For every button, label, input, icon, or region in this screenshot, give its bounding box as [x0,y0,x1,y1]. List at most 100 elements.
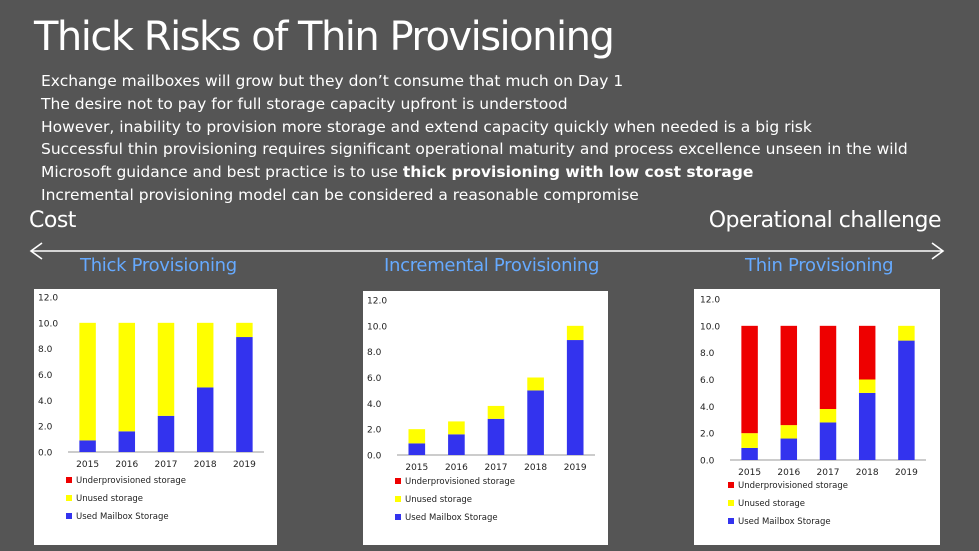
x-tick-label: 2016 [115,460,138,470]
bar-segment [157,322,175,416]
x-tick-label: 2019 [564,463,587,473]
bar-segment [79,322,96,441]
bullet-item: Microsoft guidance and best practice is … [41,161,908,184]
bar-segment [819,409,837,423]
legend-label: Unused storage [76,494,143,504]
legend-swatch [728,482,734,488]
bar-segment [780,425,798,439]
bar-segment [448,421,465,435]
legend-label: Used Mailbox Storage [738,517,831,527]
y-tick-label: 8.0 [38,345,53,355]
legend-label: Unused storage [738,499,805,509]
y-tick-label: 12.0 [367,297,387,307]
bar-segment [408,429,426,444]
bullet-item: Incremental provisioning model can be co… [41,185,639,204]
bar-segment [741,325,758,434]
bullet-item: However, inability to provision more sto… [41,117,812,136]
x-tick-label: 2017 [817,468,840,478]
chart-panel-thin: 12.0 10.0 8.0 6.0 4.0 2.0 0.0 2015 2016 2017 2018 2… [694,289,940,545]
chart-panel-thick: 12.0 10.0 8.0 6.0 4.0 2.0 0.0 2015 2016 2017 2018 2… [34,289,277,545]
y-tick-label: 6.0 [38,371,53,381]
x-tick-label: 2015 [738,468,761,478]
y-tick-label: 8.0 [367,348,382,358]
y-tick-label: 0.0 [367,452,382,462]
legend-label: Underprovisioned storage [405,477,515,487]
bar-segment [566,325,584,341]
bar-segment [118,322,136,432]
bar-segment [566,340,584,455]
bar-segment [741,447,758,460]
y-tick-label: 4.0 [700,403,715,413]
legend-swatch [66,513,72,519]
x-tick-label: 2017 [485,463,508,473]
x-tick-label: 2015 [76,460,99,470]
bar-segment [819,422,837,460]
bar-segment [741,433,758,448]
x-tick-label: 2017 [155,460,178,470]
operational-challenge-label: Operational challenge [708,208,942,233]
bullet-item: Successful thin provisioning requires si… [41,140,908,159]
chart-panel-incremental: 12.0 10.0 8.0 6.0 4.0 2.0 0.0 2015 2016 2017 2018 2… [363,291,608,545]
y-tick-label: 10.0 [700,322,720,332]
bar-segment [527,377,544,391]
legend-label: Underprovisioned storage [76,476,186,486]
bar-segment [898,325,915,341]
x-tick-label: 2019 [233,460,256,470]
bullet-item: Exchange mailboxes will grow but they do… [41,72,624,90]
bullet-text: Microsoft guidance and best practice is … [41,163,403,182]
bullet-list: Exchange mailboxes will grow but they do… [41,70,908,207]
x-tick-label: 2019 [895,468,918,478]
y-tick-label: 2.0 [38,423,53,433]
y-tick-label: 6.0 [700,376,715,386]
double-arrow [29,242,945,260]
y-tick-label: 12.0 [700,296,720,306]
x-tick-label: 2018 [856,468,879,478]
bar-segment [79,440,96,452]
y-tick-label: 10.0 [367,322,387,332]
bar-segment [527,390,544,455]
bar-segment [236,337,253,452]
bar-segment [448,434,465,455]
legend-swatch [728,500,734,506]
bar-segment [408,443,426,455]
bullet-emphasis: thick provisioning with low cost storage [402,163,754,182]
legend-swatch [395,514,401,520]
x-tick-label: 2018 [194,460,217,470]
legend-label: Used Mailbox Storage [405,513,498,523]
cost-label: Cost [29,208,76,233]
y-tick-label: 2.0 [367,426,382,436]
bar-segment [819,325,837,410]
bar-segment [157,415,175,452]
chart-title-incremental: Incremental Provisioning [384,255,600,276]
legend-label: Used Mailbox Storage [76,512,169,522]
bar-segment [858,379,876,393]
y-tick-label: 12.0 [38,294,58,304]
bar-segment [780,438,798,460]
y-tick-label: 4.0 [367,400,382,410]
legend-swatch [728,518,734,524]
legend-swatch [395,496,401,502]
legend-swatch [66,477,72,483]
bar-segment [196,322,214,388]
bar-segment [780,325,798,426]
bar-segment [196,387,214,452]
bar-chart-incremental: 12.0 10.0 8.0 6.0 4.0 2.0 0.0 2015 2016 2017 2018 2… [367,297,595,523]
chart-title-thin: Thin Provisioning [745,255,894,276]
y-tick-label: 10.0 [38,319,58,329]
y-tick-label: 0.0 [700,457,715,467]
bar-chart-thin: 12.0 10.0 8.0 6.0 4.0 2.0 0.0 2015 2016 2017 2018 2… [700,296,926,527]
y-tick-label: 0.0 [38,449,53,459]
legend-label: Unused storage [405,495,472,505]
y-tick-label: 6.0 [367,374,382,384]
x-tick-label: 2016 [777,468,800,478]
chart-title-thick: Thick Provisioning [80,255,237,276]
legend-label: Underprovisioned storage [738,481,848,491]
bar-segment [898,340,915,460]
y-tick-label: 4.0 [38,397,53,407]
bullet-item: The desire not to pay for full storage c… [41,94,568,113]
bar-segment [236,322,253,338]
bar-segment [858,392,876,460]
bar-segment [858,325,876,380]
y-tick-label: 8.0 [700,349,715,359]
slide-title: Thick Risks of Thin Provisioning [34,14,615,60]
